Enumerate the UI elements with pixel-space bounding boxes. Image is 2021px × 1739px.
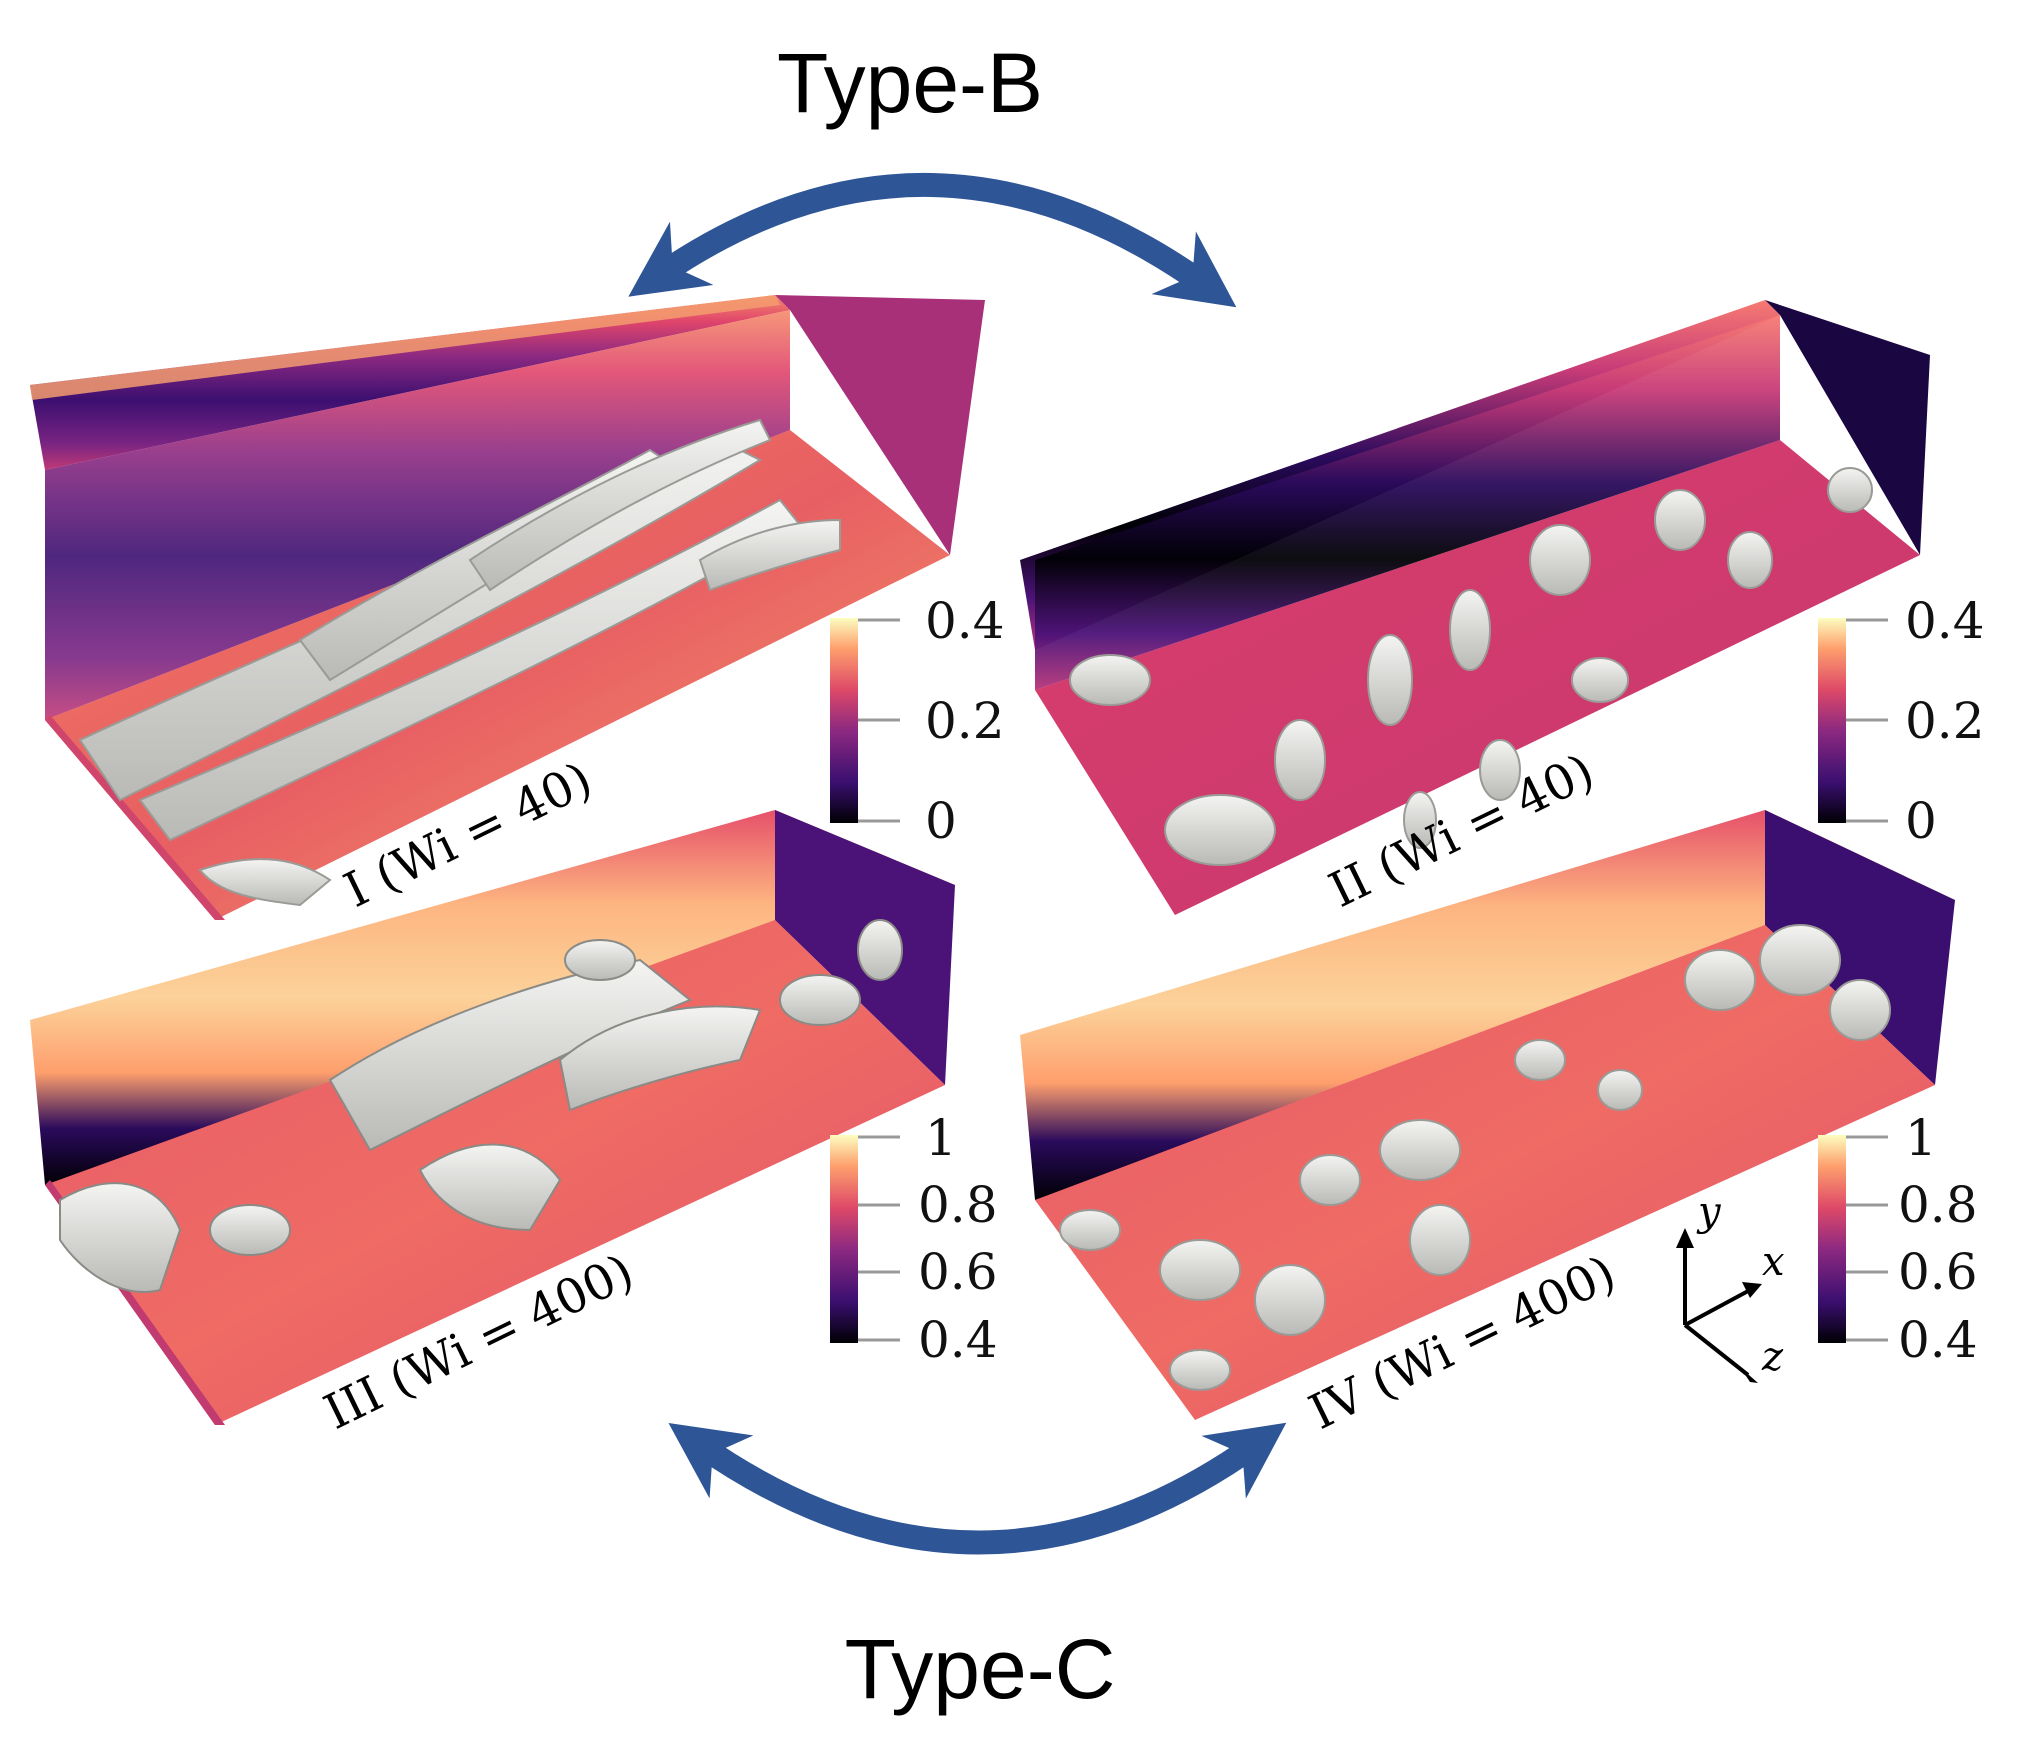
- panel-I-back-wall: [30, 295, 790, 470]
- type-b-label: Type-B: [777, 36, 1043, 130]
- colorbar-IV-tick-label: 0.4: [1898, 1311, 1978, 1369]
- panel-IV: [1020, 810, 1955, 1420]
- colorbar-IV-bar: [1818, 1135, 1846, 1343]
- colorbar-II-bar: [1818, 618, 1846, 823]
- colorbar-panel-II: 0.4 0.2 0: [1818, 592, 1985, 850]
- x-axis-arrow: [1684, 1288, 1751, 1327]
- panel-I-back-face: [45, 310, 790, 720]
- x-axis-arrowhead: [1742, 1282, 1762, 1298]
- x-axis-label: x: [1762, 1239, 1785, 1285]
- panel-II-isosurfaces: [1069, 467, 1873, 866]
- colorbar-II-tick-label: 0.2: [1905, 692, 1985, 750]
- colorbar-III-tick-label: 1: [925, 1109, 957, 1167]
- colorbar-III-bar: [830, 1135, 858, 1343]
- y-axis-label: y: [1696, 1189, 1722, 1235]
- colorbar-panel-I: 0.4 0.2 0: [830, 592, 1005, 850]
- y-axis-arrowhead: [1676, 1228, 1694, 1248]
- z-axis-arrow: [1683, 1323, 1750, 1377]
- panel-III-back-wall: [30, 810, 955, 1185]
- panel-III-isosurfaces: [59, 919, 903, 1293]
- colorbar-IV-tick-label: 0.6: [1898, 1243, 1978, 1301]
- colorbar-IV-tick-label: 0.8: [1898, 1176, 1978, 1234]
- panel-I-top-stripe: [30, 295, 780, 400]
- panel-II-side-wall: [1765, 300, 1930, 555]
- panel-II-floor: [1035, 440, 1920, 915]
- axis-triad: [1676, 1228, 1762, 1383]
- colorbar-II-tick-label: 0.4: [1905, 592, 1985, 650]
- panel-II: [1020, 300, 1930, 915]
- colorbar-II-tick-label: 0: [1905, 792, 1937, 850]
- colorbar-I-tick-label: 0.2: [925, 692, 1005, 750]
- type-c-label: Type-C: [845, 1622, 1116, 1716]
- colorbar-IV-tick-label: 1: [1905, 1109, 1937, 1167]
- colorbar-I-bar: [830, 618, 858, 823]
- type-b-double-arrow: [628, 172, 1237, 308]
- colorbar-panel-IV: 1 0.8 0.6 0.4: [1818, 1109, 1978, 1369]
- panel-I-isosurfaces: [78, 418, 841, 907]
- z-axis-arrowhead: [1740, 1367, 1758, 1383]
- type-c-double-arrow: [668, 1422, 1287, 1555]
- panel-I-front-edge: [45, 715, 225, 920]
- panel-IV-isosurfaces: [1059, 924, 1891, 1391]
- panel-II-back-face: [1035, 315, 1780, 690]
- panel-IV-side-wall: [1765, 810, 1955, 1085]
- panel-IV-back-wall: [1020, 810, 1955, 1200]
- colorbar-I-tick-label: 0.4: [925, 592, 1005, 650]
- colorbar-III-tick-label: 0.6: [918, 1243, 998, 1301]
- colorbar-I-tick-label: 0: [925, 792, 957, 850]
- colorbar-III-tick-label: 0.4: [918, 1311, 998, 1369]
- panel-I: [30, 295, 985, 920]
- colorbar-III-tick-label: 0.8: [918, 1176, 998, 1234]
- panel-I-side-wall: [775, 295, 985, 555]
- panel-III: [30, 810, 955, 1425]
- z-axis-label: z: [1761, 1334, 1784, 1380]
- colorbar-panel-III: 1 0.8 0.6 0.4: [830, 1109, 998, 1369]
